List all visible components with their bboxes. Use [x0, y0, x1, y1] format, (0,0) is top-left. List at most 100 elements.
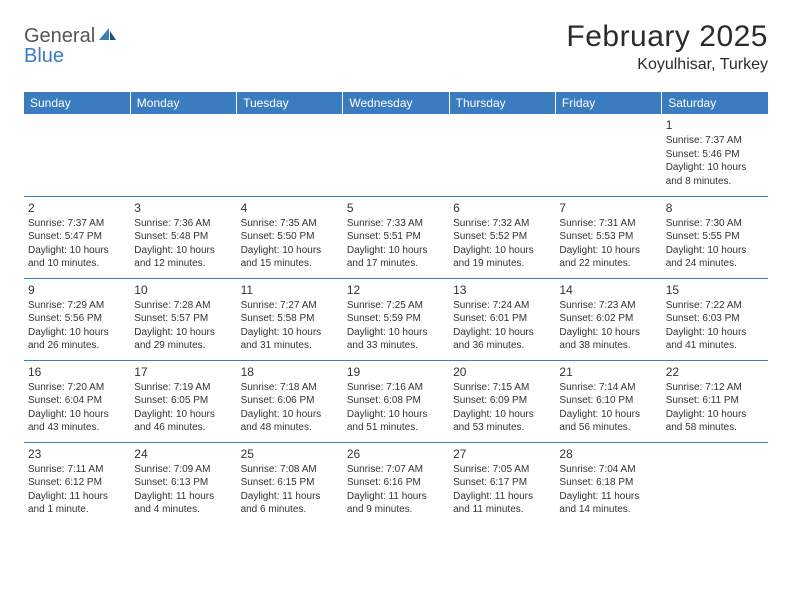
daylight-text: Daylight: 11 hours and 11 minutes. — [453, 490, 551, 517]
sunset-text: Sunset: 6:03 PM — [666, 312, 764, 326]
sunrise-text: Sunrise: 7:19 AM — [134, 381, 232, 395]
sunrise-text: Sunrise: 7:32 AM — [453, 217, 551, 231]
sunrise-text: Sunrise: 7:18 AM — [241, 381, 339, 395]
calendar-cell: 20Sunrise: 7:15 AMSunset: 6:09 PMDayligh… — [449, 360, 555, 442]
daylight-text: Daylight: 10 hours and 10 minutes. — [28, 244, 126, 271]
logo-word-general: General — [24, 25, 95, 47]
logo: General Blue — [24, 26, 117, 66]
daylight-text: Daylight: 10 hours and 43 minutes. — [28, 408, 126, 435]
day-number: 25 — [241, 446, 339, 462]
daylight-text: Daylight: 10 hours and 33 minutes. — [347, 326, 445, 353]
location-label: Koyulhisar, Turkey — [566, 56, 768, 74]
day-number: 1 — [666, 117, 764, 133]
sunset-text: Sunset: 5:48 PM — [134, 230, 232, 244]
day-number: 19 — [347, 364, 445, 380]
daylight-text: Daylight: 10 hours and 12 minutes. — [134, 244, 232, 271]
day-number: 22 — [666, 364, 764, 380]
day-number: 17 — [134, 364, 232, 380]
sunset-text: Sunset: 5:56 PM — [28, 312, 126, 326]
sunrise-text: Sunrise: 7:27 AM — [241, 299, 339, 313]
sunset-text: Sunset: 5:50 PM — [241, 230, 339, 244]
sunset-text: Sunset: 5:52 PM — [453, 230, 551, 244]
sunset-text: Sunset: 6:16 PM — [347, 476, 445, 490]
sunrise-text: Sunrise: 7:09 AM — [134, 463, 232, 477]
daylight-text: Daylight: 11 hours and 4 minutes. — [134, 490, 232, 517]
calendar-cell: 28Sunrise: 7:04 AMSunset: 6:18 PMDayligh… — [555, 442, 661, 524]
day-number: 4 — [241, 200, 339, 216]
sunset-text: Sunset: 6:12 PM — [28, 476, 126, 490]
day-number: 13 — [453, 282, 551, 298]
calendar-table: SundayMondayTuesdayWednesdayThursdayFrid… — [24, 92, 768, 524]
day-number: 26 — [347, 446, 445, 462]
daylight-text: Daylight: 10 hours and 41 minutes. — [666, 326, 764, 353]
calendar-cell: 3Sunrise: 7:36 AMSunset: 5:48 PMDaylight… — [130, 196, 236, 278]
calendar-cell — [662, 442, 768, 524]
calendar-cell: 25Sunrise: 7:08 AMSunset: 6:15 PMDayligh… — [237, 442, 343, 524]
sunrise-text: Sunrise: 7:30 AM — [666, 217, 764, 231]
calendar-cell: 10Sunrise: 7:28 AMSunset: 5:57 PMDayligh… — [130, 278, 236, 360]
sunset-text: Sunset: 6:09 PM — [453, 394, 551, 408]
calendar-row: 16Sunrise: 7:20 AMSunset: 6:04 PMDayligh… — [24, 360, 768, 442]
page-title: February 2025 — [566, 20, 768, 54]
calendar-cell — [343, 114, 449, 196]
day-number: 27 — [453, 446, 551, 462]
calendar-cell: 19Sunrise: 7:16 AMSunset: 6:08 PMDayligh… — [343, 360, 449, 442]
sunset-text: Sunset: 6:05 PM — [134, 394, 232, 408]
sunrise-text: Sunrise: 7:16 AM — [347, 381, 445, 395]
header: General Blue February 2025 Koyulhisar, T… — [24, 20, 768, 74]
daylight-text: Daylight: 10 hours and 15 minutes. — [241, 244, 339, 271]
calendar-cell: 21Sunrise: 7:14 AMSunset: 6:10 PMDayligh… — [555, 360, 661, 442]
sunrise-text: Sunrise: 7:22 AM — [666, 299, 764, 313]
sunrise-text: Sunrise: 7:12 AM — [666, 381, 764, 395]
daylight-text: Daylight: 10 hours and 8 minutes. — [666, 161, 764, 188]
sunset-text: Sunset: 6:10 PM — [559, 394, 657, 408]
calendar-row: 23Sunrise: 7:11 AMSunset: 6:12 PMDayligh… — [24, 442, 768, 524]
sunset-text: Sunset: 6:06 PM — [241, 394, 339, 408]
sunset-text: Sunset: 5:47 PM — [28, 230, 126, 244]
logo-word-blue: Blue — [24, 45, 64, 67]
day-number: 3 — [134, 200, 232, 216]
sunset-text: Sunset: 6:08 PM — [347, 394, 445, 408]
calendar-cell — [237, 114, 343, 196]
daylight-text: Daylight: 10 hours and 36 minutes. — [453, 326, 551, 353]
calendar-cell: 8Sunrise: 7:30 AMSunset: 5:55 PMDaylight… — [662, 196, 768, 278]
calendar-cell: 27Sunrise: 7:05 AMSunset: 6:17 PMDayligh… — [449, 442, 555, 524]
calendar-cell: 7Sunrise: 7:31 AMSunset: 5:53 PMDaylight… — [555, 196, 661, 278]
day-number: 12 — [347, 282, 445, 298]
day-number: 24 — [134, 446, 232, 462]
day-number: 7 — [559, 200, 657, 216]
sunset-text: Sunset: 6:18 PM — [559, 476, 657, 490]
day-number: 16 — [28, 364, 126, 380]
calendar-cell: 5Sunrise: 7:33 AMSunset: 5:51 PMDaylight… — [343, 196, 449, 278]
sunset-text: Sunset: 5:57 PM — [134, 312, 232, 326]
day-number: 14 — [559, 282, 657, 298]
sunrise-text: Sunrise: 7:24 AM — [453, 299, 551, 313]
daylight-text: Daylight: 10 hours and 19 minutes. — [453, 244, 551, 271]
calendar-cell: 24Sunrise: 7:09 AMSunset: 6:13 PMDayligh… — [130, 442, 236, 524]
sunset-text: Sunset: 6:02 PM — [559, 312, 657, 326]
calendar-cell — [130, 114, 236, 196]
calendar-cell: 18Sunrise: 7:18 AMSunset: 6:06 PMDayligh… — [237, 360, 343, 442]
weekday-header: Friday — [555, 92, 661, 114]
daylight-text: Daylight: 10 hours and 29 minutes. — [134, 326, 232, 353]
daylight-text: Daylight: 10 hours and 48 minutes. — [241, 408, 339, 435]
calendar-cell: 16Sunrise: 7:20 AMSunset: 6:04 PMDayligh… — [24, 360, 130, 442]
sunrise-text: Sunrise: 7:15 AM — [453, 381, 551, 395]
sunrise-text: Sunrise: 7:11 AM — [28, 463, 126, 477]
weekday-header: Thursday — [449, 92, 555, 114]
daylight-text: Daylight: 10 hours and 38 minutes. — [559, 326, 657, 353]
daylight-text: Daylight: 11 hours and 14 minutes. — [559, 490, 657, 517]
day-number: 20 — [453, 364, 551, 380]
sunset-text: Sunset: 5:58 PM — [241, 312, 339, 326]
sunrise-text: Sunrise: 7:28 AM — [134, 299, 232, 313]
daylight-text: Daylight: 10 hours and 56 minutes. — [559, 408, 657, 435]
calendar-cell: 1Sunrise: 7:37 AMSunset: 5:46 PMDaylight… — [662, 114, 768, 196]
sunrise-text: Sunrise: 7:23 AM — [559, 299, 657, 313]
day-number: 28 — [559, 446, 657, 462]
sunrise-text: Sunrise: 7:25 AM — [347, 299, 445, 313]
calendar-cell: 14Sunrise: 7:23 AMSunset: 6:02 PMDayligh… — [555, 278, 661, 360]
sunrise-text: Sunrise: 7:05 AM — [453, 463, 551, 477]
sunset-text: Sunset: 6:15 PM — [241, 476, 339, 490]
calendar-cell: 26Sunrise: 7:07 AMSunset: 6:16 PMDayligh… — [343, 442, 449, 524]
sail-icon — [97, 26, 117, 46]
